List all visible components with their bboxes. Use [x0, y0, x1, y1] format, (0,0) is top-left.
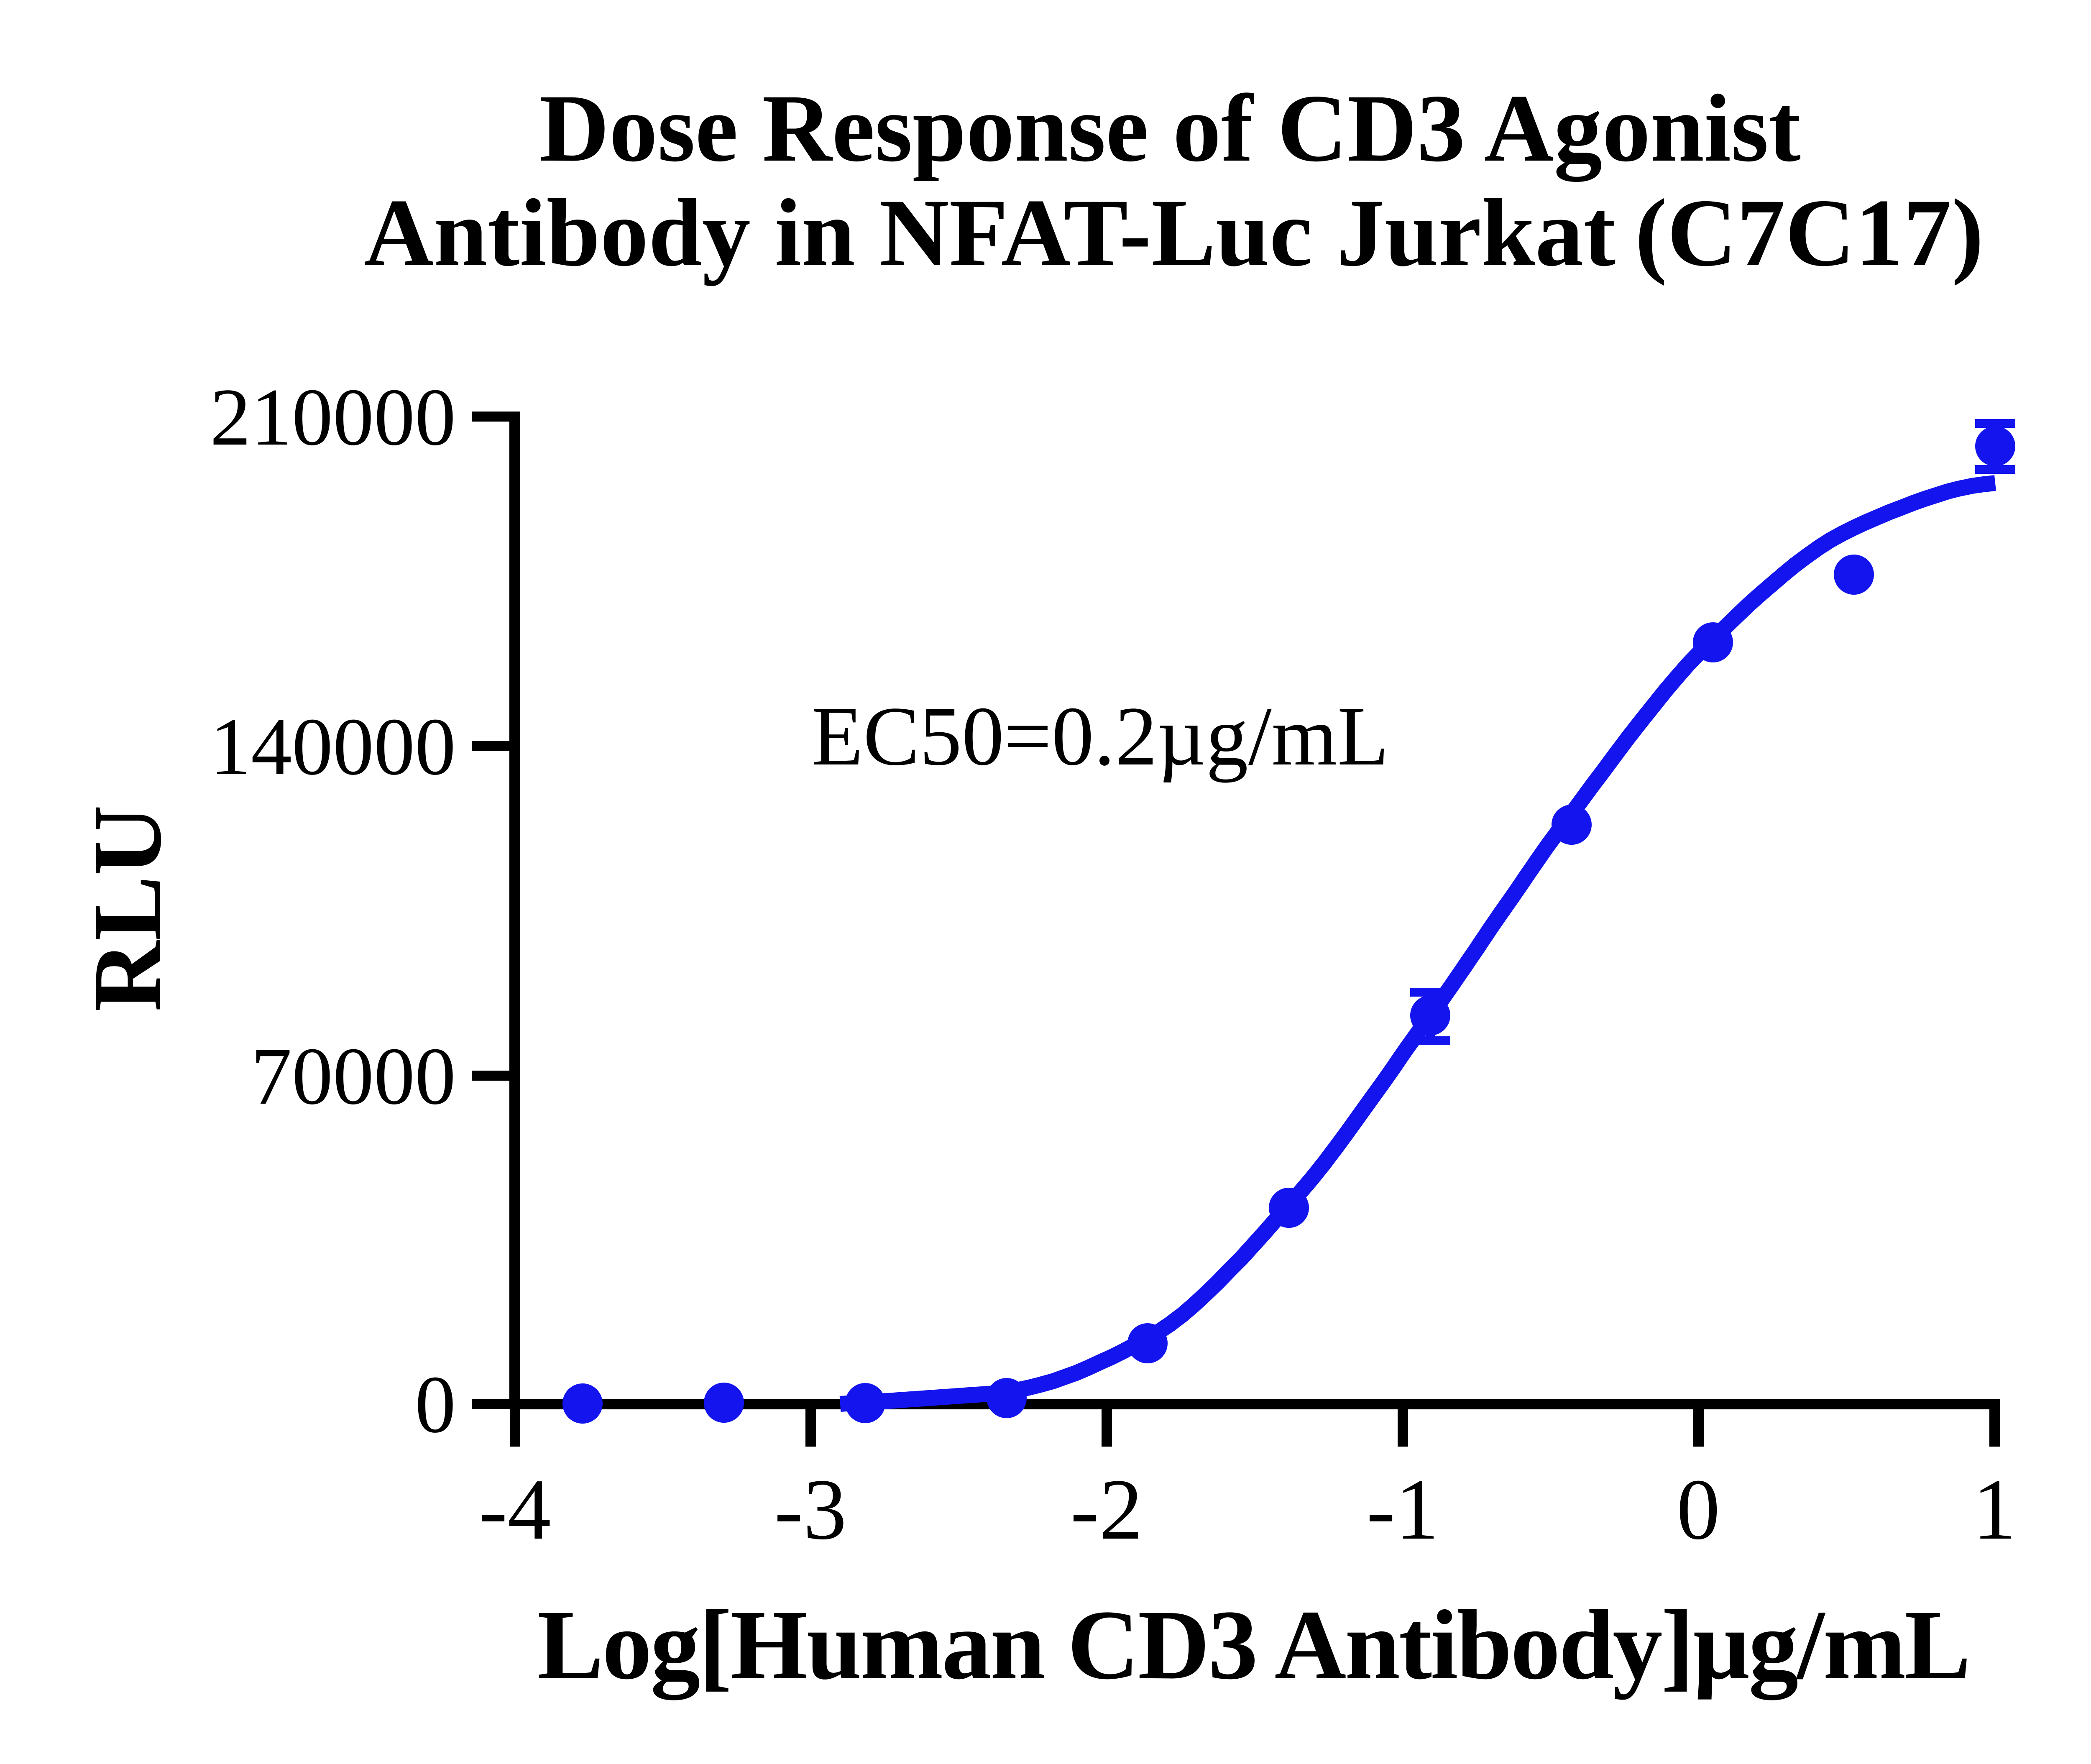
svg-text:-1: -1 [1366, 1461, 1439, 1557]
svg-text:0: 0 [415, 1359, 456, 1450]
svg-text:Antibody in NFAT-Luc Jurkat (C: Antibody in NFAT-Luc Jurkat (C7C17) [364, 179, 2003, 286]
svg-text:0: 0 [1677, 1461, 1720, 1557]
svg-text:210000: 210000 [210, 372, 456, 463]
svg-text:-4: -4 [478, 1461, 551, 1557]
svg-text:-2: -2 [1070, 1461, 1143, 1557]
svg-text:-3: -3 [774, 1461, 846, 1557]
svg-text:EC50=0.2µg/mL: EC50=0.2µg/mL [812, 689, 1389, 783]
svg-text:1: 1 [1973, 1461, 2016, 1557]
svg-text:70000: 70000 [251, 1031, 456, 1122]
svg-text:Dose Response of CD3 Agonist: Dose Response of CD3 Agonist [539, 74, 1801, 182]
svg-text:Log[Human CD3 Antibody]µg/mL: Log[Human CD3 Antibody]µg/mL [537, 1590, 1970, 1700]
svg-text:140000: 140000 [210, 701, 456, 792]
svg-text:RLU: RLU [73, 805, 181, 1012]
